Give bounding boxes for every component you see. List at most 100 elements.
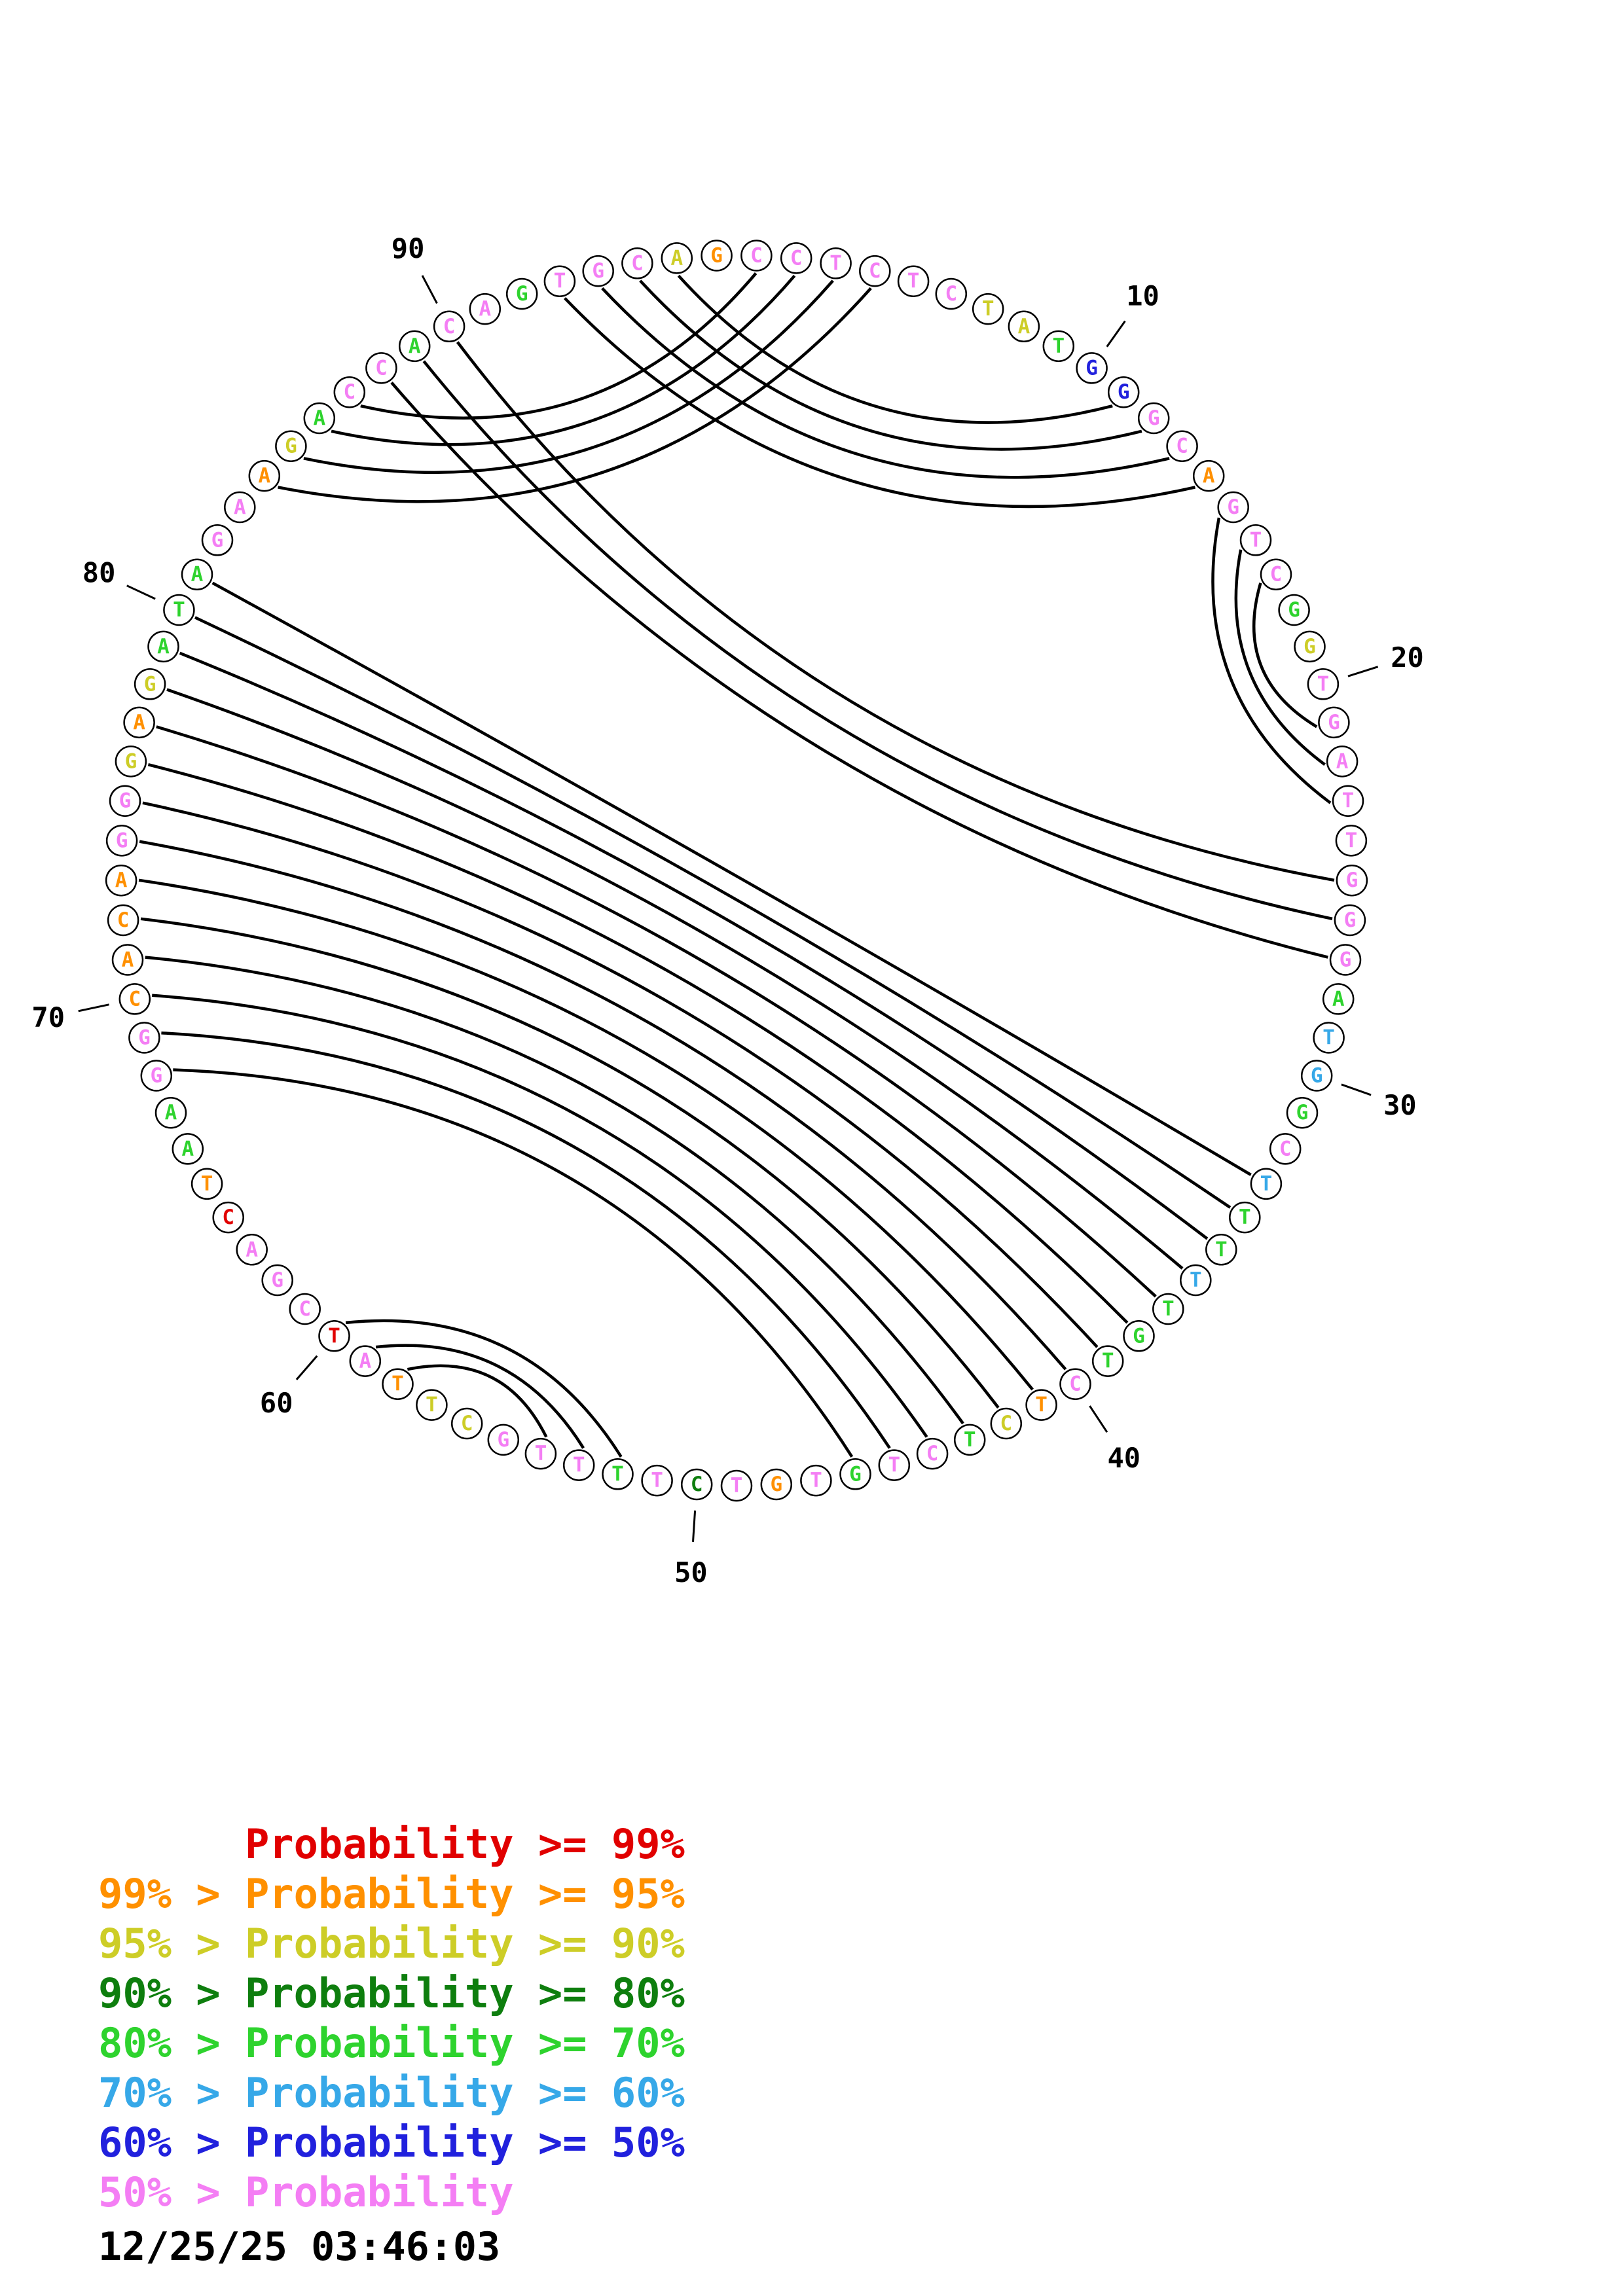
nucleotide-letter: T [1102, 1350, 1114, 1373]
nucleotide: T [897, 265, 930, 297]
nucleotide: T [416, 1389, 448, 1421]
base-pair-arc [331, 274, 796, 446]
nucleotide: G [1318, 706, 1350, 739]
nucleotide: C [680, 1468, 713, 1501]
nucleotide-circle [1152, 1293, 1184, 1325]
nucleotide-letter: G [144, 672, 156, 696]
nucleotide-letter: A [246, 1238, 258, 1261]
nucleotide-circle [1042, 330, 1075, 363]
nucleotide-circle [621, 247, 653, 279]
nucleotide-circle [1286, 1096, 1319, 1129]
base-pair-arc [278, 287, 872, 503]
nucleotide-letter: C [343, 380, 356, 404]
nucleotide-circle [398, 330, 431, 363]
nucleotide-circle [155, 1096, 187, 1129]
base-pair-arc [360, 272, 757, 420]
nucleotide-letter: G [1311, 1064, 1323, 1088]
legend-line-95: 99% > Probability >= 95% [98, 1870, 685, 1918]
nucleotide: G [109, 785, 141, 817]
nucleotide: G [1336, 864, 1368, 897]
nucleotide-circle [1008, 310, 1040, 343]
nucleotide-letter: C [790, 246, 803, 270]
nucleotide: A [123, 706, 155, 739]
position-tick [78, 1003, 109, 1013]
nucleotide-circle [990, 1407, 1023, 1440]
nucleotide-circle [720, 1469, 753, 1502]
nucleotide-letter: A [191, 563, 204, 586]
position-tick [1106, 320, 1126, 348]
nucleotide-circle [450, 1407, 483, 1440]
nucleotide-circle [147, 630, 179, 663]
nucleotide-circle [382, 1368, 414, 1400]
nucleotide-letter: C [926, 1442, 939, 1465]
nucleotide: A [224, 491, 256, 524]
nucleotide-circle [1300, 1060, 1333, 1092]
nucleotide: T [318, 1320, 350, 1352]
nucleotide-letter: A [479, 297, 491, 321]
nucleotide: C [119, 983, 151, 1015]
nucleotide: A [1008, 310, 1040, 343]
nucleotide-circle [201, 524, 234, 556]
nucleotide-letter: T [1162, 1297, 1175, 1321]
nucleotide: T [1152, 1293, 1184, 1325]
nucleotide-letter: C [1279, 1137, 1292, 1160]
nucleotide-letter: G [271, 1268, 283, 1292]
position-label: 70 [31, 1001, 65, 1033]
base-pair-arc [147, 763, 1129, 1324]
nucleotide-letter: G [592, 259, 604, 283]
nucleotide-circle [248, 459, 281, 492]
nucleotide-circle [128, 1022, 160, 1054]
nucleotide-letter: T [1035, 1393, 1048, 1417]
base-pair-arc [142, 801, 1099, 1348]
nucleotide-circle [1166, 430, 1198, 462]
base-pair-arc [156, 725, 1157, 1298]
nucleotide: A [303, 402, 336, 435]
nucleotide-letter: T [1239, 1206, 1251, 1229]
base-pair-arc [375, 1344, 585, 1449]
nucleotide-circle [1205, 1234, 1237, 1266]
nucleotide-circle [181, 558, 213, 590]
nucleotide: T [1332, 785, 1364, 817]
nucleotide: A [349, 1345, 382, 1377]
base-pair-arc [161, 1031, 891, 1449]
nucleotide-letter: T [1215, 1238, 1228, 1261]
legend-line-80: 90% > Probability >= 80% [98, 1969, 685, 2017]
nucleotide-circle [800, 1464, 832, 1497]
base-pair-arc [639, 279, 1142, 451]
nucleotide-circle [1091, 1345, 1124, 1377]
nucleotide-letter: G [497, 1428, 509, 1452]
nucleotide-circle [123, 706, 155, 739]
position-label: 20 [1391, 641, 1424, 673]
position-tick [1341, 1083, 1372, 1096]
nucleotide: T [562, 1449, 595, 1481]
position-tick [421, 275, 438, 304]
nucleotide-circle [543, 265, 576, 297]
position-tick [126, 584, 156, 600]
nucleotide-circle [318, 1320, 350, 1352]
nucleotide: A [1326, 745, 1359, 778]
nucleotide-letter: T [554, 270, 566, 293]
nucleotide-letter: C [691, 1473, 703, 1496]
nucleotide-circle [236, 1234, 268, 1266]
nucleotide-circle [972, 293, 1004, 325]
nucleotide-letter: T [964, 1428, 976, 1452]
position-label: 50 [674, 1556, 708, 1588]
base-pair-arc [407, 1364, 548, 1438]
nucleotide-letter: G [285, 435, 297, 458]
nucleotide-letter: T [392, 1372, 404, 1396]
nucleotide-letter: C [1000, 1412, 1012, 1435]
nucleotide-letter: T [1317, 672, 1330, 696]
nucleotide-circle [859, 255, 891, 287]
nucleotide-letter: T [810, 1469, 822, 1492]
nucleotide-circle [701, 240, 733, 272]
nucleotide: A [398, 330, 431, 363]
nucleotide-circle [1229, 1201, 1261, 1234]
nucleotide-circle [1336, 864, 1368, 897]
nucleotide-circle [134, 668, 166, 700]
nucleotide-circle [105, 825, 138, 857]
nucleotide-circle [119, 983, 151, 1015]
legend-line-50: 60% > Probability >= 50% [98, 2119, 685, 2166]
nucleotide: A [1322, 983, 1355, 1015]
nucleotide-letter: T [1342, 789, 1355, 813]
nucleotide-letter: G [119, 789, 132, 813]
